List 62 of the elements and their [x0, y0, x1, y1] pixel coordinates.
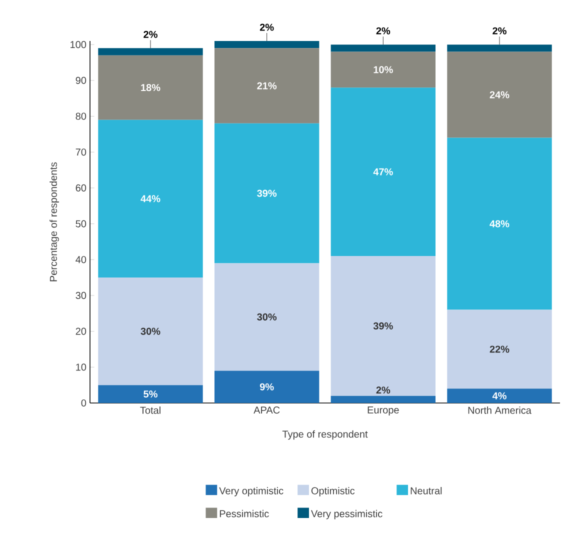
- legend-label: Pessimistic: [220, 510, 269, 518]
- data-label: 2%: [376, 27, 390, 34]
- bar: [330, 396, 436, 403]
- data-label: 22%: [490, 346, 510, 353]
- data-label: 9%: [260, 383, 274, 390]
- bar: [214, 123, 320, 264]
- data-label: 39%: [373, 322, 393, 330]
- data-label: 21%: [257, 82, 277, 90]
- legend-label: Optimistic: [311, 487, 355, 496]
- data-label: 48%: [490, 220, 510, 228]
- data-label: 10%: [374, 66, 393, 74]
- y-tick-label: 20: [76, 328, 86, 335]
- y-axis-title: Percentage of respondents: [50, 162, 59, 282]
- bar: [330, 256, 436, 396]
- x-tick-label: APAC: [254, 406, 280, 414]
- data-label: 5%: [144, 390, 158, 398]
- bar: [214, 48, 320, 124]
- bar: [98, 278, 203, 386]
- y-tick-label: 0: [81, 399, 86, 407]
- legend-label: Very optimistic: [219, 487, 284, 496]
- x-tick-label: Europe: [368, 406, 399, 416]
- x-tick-label: Total: [140, 406, 160, 414]
- bar: [447, 44, 552, 52]
- data-label: 24%: [490, 91, 510, 98]
- y-tick-label: 50: [76, 220, 86, 228]
- data-label: 4%: [492, 392, 506, 400]
- data-label: 30%: [257, 313, 277, 321]
- bar: [330, 88, 436, 256]
- data-label: 2%: [144, 30, 158, 38]
- y-tick-label: 90: [76, 76, 86, 84]
- bar: [330, 52, 436, 88]
- bar: [98, 48, 203, 56]
- y-tick-label: 100: [70, 41, 86, 48]
- data-label: 39%: [257, 190, 277, 197]
- data-label: 44%: [140, 195, 160, 202]
- bar: [447, 310, 552, 389]
- bar: [447, 388, 552, 403]
- bar: [214, 263, 320, 371]
- legend-label: Neutral: [410, 487, 442, 494]
- data-label: 2%: [492, 27, 506, 34]
- data-label: 2%: [260, 24, 274, 31]
- y-tick-label: 30: [76, 292, 86, 299]
- data-label: 18%: [141, 84, 160, 92]
- bar: [98, 55, 203, 120]
- y-tick-label: 40: [76, 256, 86, 264]
- bar: [98, 385, 203, 403]
- bar: [447, 52, 552, 138]
- bar: [330, 44, 436, 52]
- bar: [214, 40, 320, 48]
- y-tick-label: 70: [76, 148, 86, 156]
- data-label: 47%: [373, 168, 393, 176]
- bar: [447, 138, 552, 310]
- bar: [98, 120, 203, 278]
- y-tick-label: 10: [76, 364, 86, 371]
- x-axis-title: Type of respondent: [282, 430, 368, 440]
- bar: [214, 370, 320, 403]
- y-tick-label: 80: [76, 112, 86, 120]
- y-tick-label: 60: [76, 184, 86, 192]
- data-label: 30%: [140, 328, 160, 335]
- x-tick-label: North America: [468, 406, 532, 414]
- legend-label: Very pessimistic: [311, 510, 382, 520]
- data-label: 2%: [376, 386, 390, 394]
